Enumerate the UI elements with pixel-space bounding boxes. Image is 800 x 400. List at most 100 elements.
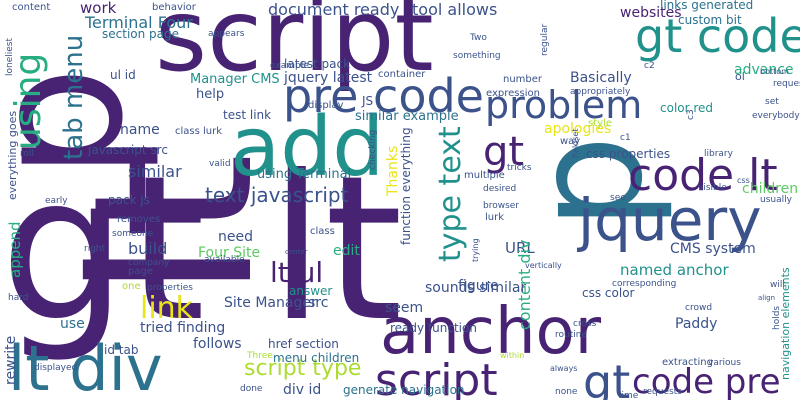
word-test-link-37: test link [223,108,271,122]
word-gt-code-9: gt code [635,9,800,63]
word-center-128: center [285,248,308,256]
word-code-lt-11: code lt [628,150,778,201]
word-regular-96: regular [540,24,550,56]
word-paddy-68: Paddy [675,316,717,332]
word-ol-101: ol [735,70,745,83]
word-navigation-elements-79: navigation elements [779,267,792,380]
word-none-137: none [555,387,578,397]
word-one-130: one [122,281,141,292]
word-custom-bit-30: custom bit [678,13,742,27]
word-css-properties-47: css properties [586,147,670,161]
word-usually-112: usually [760,195,793,205]
word-using-terminal-46: using Terminal [257,167,351,182]
word-name-43: name [120,122,160,138]
word-pack-js-49: pack js [108,193,150,207]
word-lt-ul-20: lt ul [270,256,323,289]
word-lt-div-8: lt div [8,332,163,400]
word-behavior-89: behavior [152,2,197,13]
word-set-104: set [765,97,779,107]
word-text-javascript-23: text javascript [205,183,349,207]
word-id-tab-72: id tab [104,343,138,357]
word-script-type-22: script type [244,356,361,381]
word-tricks-109: tricks [507,163,532,173]
word-need-50: need [218,229,253,245]
word-function-everything-77: function everything [399,127,413,245]
word-requests-139: requests [643,387,682,397]
word-corresponding-146: corresponding [612,279,676,289]
word-pre-code-10: pre code [283,69,484,123]
word-anchor-7: anchor [380,295,602,369]
word-gt-16: gt [583,355,630,400]
word-url-56: URL [505,239,535,257]
word-tried-finding-64: tried finding [140,320,225,336]
word-four-site-51: Four Site [198,245,260,261]
word-removes-122: removes [117,214,160,225]
word-links-generated-29: links generated [660,0,753,12]
word-available-127: available [204,255,245,265]
word-way-106: way [560,136,580,147]
word-number-93: number [503,74,543,85]
word-page-126: page [128,266,153,277]
word-expression-86: expression [486,88,540,99]
word-figure-67: figure [458,278,499,294]
word-js-81: JS [361,94,373,108]
word-ul-id-34: ul id [110,68,136,82]
word-src-61: src [308,295,328,311]
word-rewrite-73: rewrite [3,336,19,385]
word-loneliest-150: loneliest [5,38,15,76]
word-display-85: display [308,100,344,111]
word-thanks-78: Thanks [385,146,401,197]
word-document-ready-24: document ready [268,0,399,19]
word-similar-example-41: similar example [355,109,459,124]
word-crowd-142: crowd [685,303,712,313]
word-within-135: within [500,351,524,360]
word-properties-131: properties [147,283,193,293]
word-href-section-70: href section [268,337,339,351]
word-script-2: script [155,0,434,94]
word-code-pre-13: code pre [632,362,781,400]
word-company-125: company [128,258,170,268]
word-fieldset-107: fieldset [571,129,580,159]
word-latest-pack-31: latest pack [284,57,350,71]
word-similar-45: similar [128,162,182,181]
word-extracting-140: extracting [662,357,713,368]
word-menu-children-71: menu children [273,351,359,365]
word-three-133: Three [246,351,273,361]
word-gt-14: gt [483,129,524,175]
word-build-52: build [128,239,167,258]
word-class-lurk-82: class lurk [175,126,222,137]
word-appropriately-95: appropriately [570,87,631,97]
word-hard-129: hard [8,293,28,303]
word-manager-cms-35: Manager CMS [190,72,280,87]
word-follows-69: follows [193,336,242,352]
word-children-48: children [742,181,798,197]
word-work-26: work [80,0,117,17]
word-align-145: align [758,294,775,302]
word-p-4: p [502,135,676,230]
word-site-manager-60: Site Manager [224,295,317,311]
word-library-108: library [704,149,734,159]
word-using-17: using [8,53,49,150]
word-container-92: container [378,69,426,80]
word-use-54: use [60,316,85,332]
word-p-3: p [0,66,163,180]
word-basically-38: Basically [570,70,632,86]
word-appears-90: appears [208,29,245,39]
word-content-88: content [12,2,50,13]
word-vertically-149: vertically [525,261,562,270]
word-routine-147: routine [555,330,587,340]
word-done-134: done [240,384,263,394]
word-someone-123: someone [112,229,154,239]
word-css-color-65: css color [582,286,635,300]
word-desired-116: desired [483,184,516,194]
word-c3-100: c3 [686,109,696,120]
word-valid-119: valid [209,159,231,169]
word-visible-111: visible [698,183,727,193]
word-websites-28: websites [620,5,682,21]
word-content-div-57: content div [515,240,534,330]
word-early-121: early [45,196,68,206]
word-trying-118: trying [471,238,480,262]
word-gt-lt-0: gt lt [0,133,403,366]
word-checking-114: checking [368,130,378,170]
